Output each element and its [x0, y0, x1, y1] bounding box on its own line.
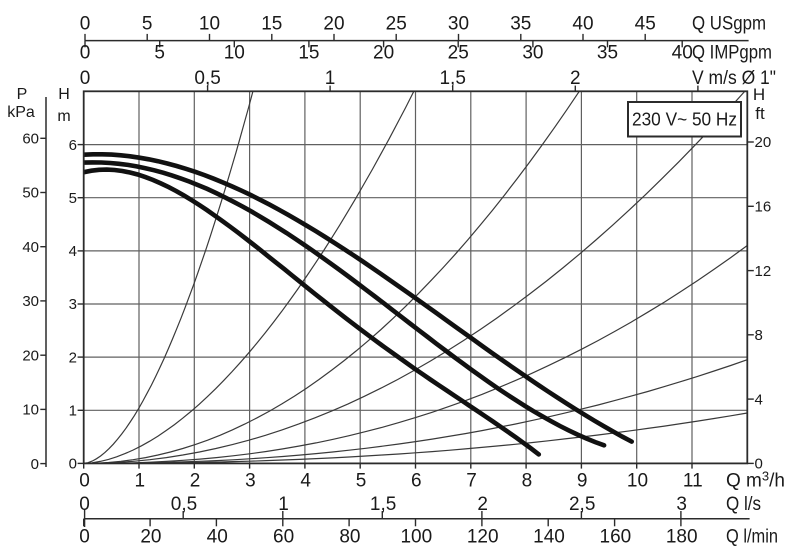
svg-text:Q IMPgpm: Q IMPgpm	[692, 43, 772, 64]
svg-text:1: 1	[69, 403, 77, 420]
svg-text:2,5: 2,5	[569, 494, 595, 515]
svg-text:0: 0	[79, 526, 90, 547]
svg-text:0: 0	[31, 456, 39, 473]
svg-text:35: 35	[597, 43, 618, 64]
svg-text:40: 40	[572, 13, 593, 34]
svg-text:2: 2	[570, 68, 581, 89]
svg-text:7: 7	[466, 471, 477, 492]
svg-text:40: 40	[22, 239, 39, 256]
svg-text:30: 30	[522, 43, 543, 64]
svg-text:5: 5	[154, 43, 165, 64]
svg-text:0: 0	[80, 43, 91, 64]
svg-text:5: 5	[69, 190, 77, 207]
svg-text:4: 4	[755, 391, 763, 408]
svg-text:1,5: 1,5	[370, 494, 396, 515]
svg-text:5: 5	[356, 471, 367, 492]
svg-text:2: 2	[190, 471, 201, 492]
svg-text:9: 9	[577, 471, 588, 492]
svg-text:0: 0	[80, 68, 91, 89]
svg-text:kPa: kPa	[7, 104, 35, 121]
svg-text:45: 45	[635, 13, 656, 34]
svg-text:30: 30	[22, 293, 39, 310]
svg-text:0: 0	[79, 494, 90, 515]
svg-text:0: 0	[755, 456, 763, 473]
svg-text:0: 0	[69, 456, 77, 473]
svg-text:ft: ft	[755, 104, 765, 123]
svg-text:Q l/s: Q l/s	[726, 494, 761, 515]
svg-text:6: 6	[69, 137, 77, 154]
svg-text:Q USgpm: Q USgpm	[692, 13, 766, 34]
svg-text:5: 5	[142, 13, 153, 34]
svg-text:P: P	[17, 86, 28, 103]
svg-text:20: 20	[323, 13, 344, 34]
svg-text:40: 40	[207, 526, 228, 547]
svg-text:m: m	[57, 108, 70, 125]
svg-text:20: 20	[140, 526, 161, 547]
svg-text:10: 10	[224, 43, 245, 64]
svg-text:10: 10	[199, 13, 220, 34]
svg-text:20: 20	[373, 43, 394, 64]
svg-text:0,5: 0,5	[194, 68, 220, 89]
svg-text:V m/s Ø 1": V m/s Ø 1"	[692, 68, 776, 89]
svg-text:140: 140	[533, 526, 565, 547]
svg-text:2: 2	[477, 494, 488, 515]
svg-text:80: 80	[339, 526, 360, 547]
svg-text:180: 180	[666, 526, 698, 547]
svg-text:60: 60	[273, 526, 294, 547]
svg-text:35: 35	[510, 13, 531, 34]
svg-text:11: 11	[683, 471, 703, 492]
svg-text:100: 100	[400, 526, 432, 547]
svg-text:40: 40	[672, 43, 693, 64]
svg-text:25: 25	[448, 43, 469, 64]
svg-text:15: 15	[298, 43, 319, 64]
svg-text:15: 15	[261, 13, 282, 34]
svg-text:25: 25	[386, 13, 407, 34]
svg-text:Q l/min: Q l/min	[726, 526, 778, 547]
svg-text:8: 8	[522, 471, 533, 492]
svg-text:10: 10	[627, 471, 648, 492]
svg-text:16: 16	[755, 199, 772, 216]
svg-text:50: 50	[22, 185, 39, 202]
svg-text:160: 160	[600, 526, 632, 547]
svg-text:0,5: 0,5	[171, 494, 197, 515]
svg-text:H: H	[753, 85, 765, 104]
svg-text:4: 4	[69, 243, 77, 260]
svg-text:3: 3	[245, 471, 256, 492]
svg-text:20: 20	[755, 134, 772, 151]
svg-text:10: 10	[22, 402, 39, 419]
svg-text:1: 1	[135, 471, 146, 492]
svg-text:3: 3	[69, 296, 77, 313]
svg-text:30: 30	[448, 13, 469, 34]
svg-text:1,5: 1,5	[439, 68, 465, 89]
svg-text:1: 1	[278, 494, 289, 515]
svg-text:2: 2	[69, 349, 77, 366]
svg-text:12: 12	[755, 263, 772, 280]
svg-text:120: 120	[467, 526, 499, 547]
svg-text:4: 4	[300, 471, 311, 492]
svg-text:0: 0	[80, 13, 91, 34]
svg-text:20: 20	[22, 347, 39, 364]
svg-text:60: 60	[22, 131, 39, 148]
svg-text:1: 1	[325, 68, 336, 89]
svg-text:3: 3	[676, 494, 687, 515]
svg-text:H: H	[58, 86, 70, 103]
svg-text:230 V~ 50 Hz: 230 V~ 50 Hz	[632, 110, 737, 130]
svg-text:8: 8	[755, 327, 763, 344]
svg-text:Q m3/h: Q m3/h	[726, 469, 785, 492]
svg-text:6: 6	[411, 471, 422, 492]
svg-text:0: 0	[79, 471, 90, 492]
